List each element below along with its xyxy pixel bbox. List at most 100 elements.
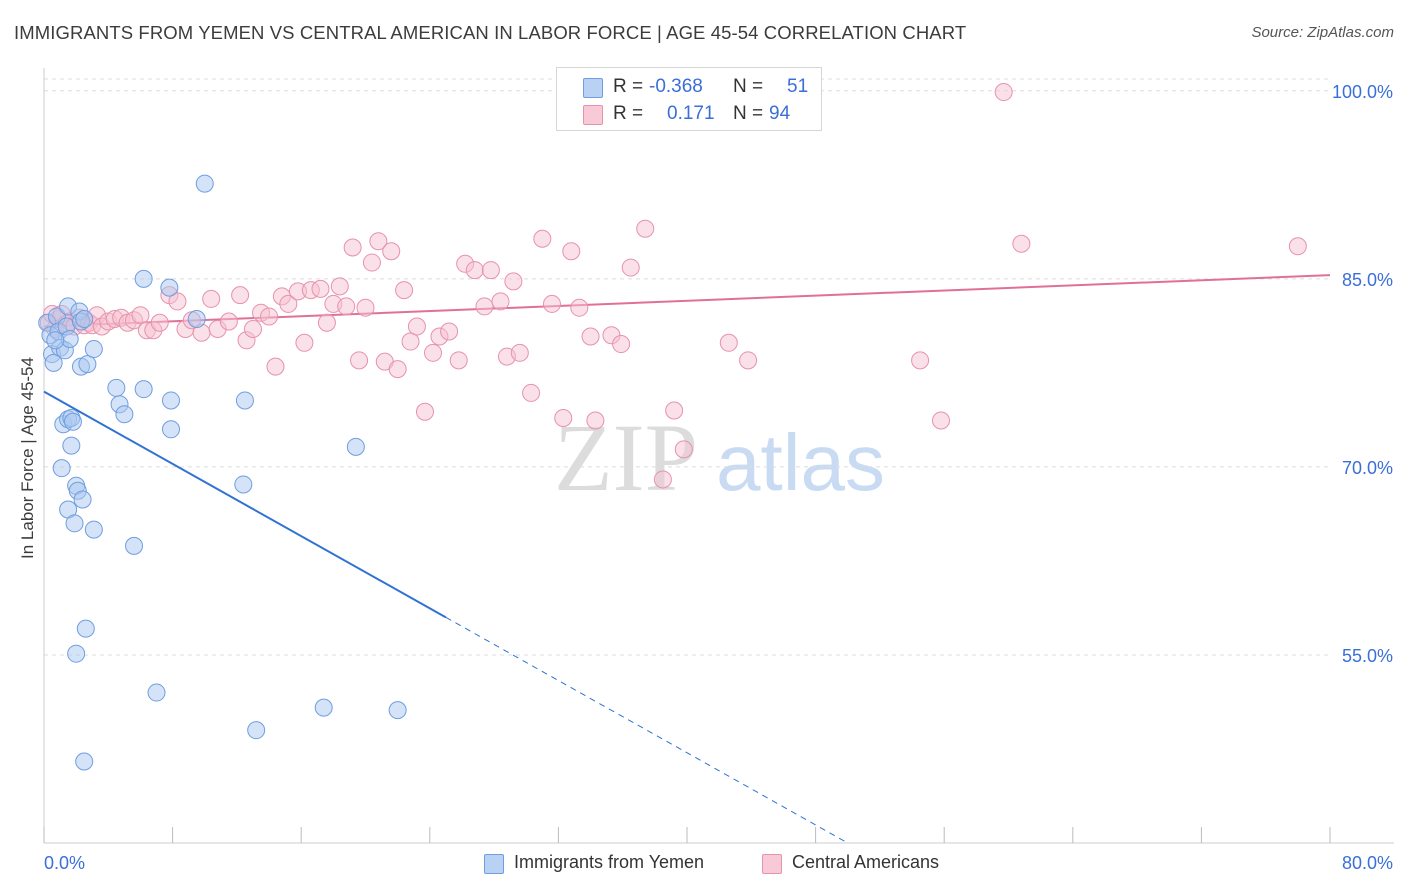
x-tick-label-min: 0.0%: [44, 853, 85, 873]
point-central-american: [440, 322, 459, 341]
point-central-american: [343, 238, 362, 257]
point-central-american: [279, 294, 298, 313]
point-central-american: [465, 261, 484, 280]
y-tick-label: 85.0%: [1342, 270, 1393, 290]
data-points: [38, 83, 1307, 771]
y-tick-labels: 55.0% 70.0% 85.0% 100.0%: [1332, 82, 1393, 666]
point-yemen: [160, 278, 179, 297]
point-central-american: [931, 411, 950, 430]
point-central-american: [407, 317, 426, 336]
stats-legend: R = -0.368 N = 51 R = 0.171 N = 94: [556, 67, 822, 131]
point-yemen: [63, 412, 82, 431]
point-central-american: [674, 440, 693, 459]
point-yemen: [52, 459, 71, 478]
legend-n-value: 51: [787, 76, 809, 97]
point-central-american: [337, 297, 356, 316]
point-central-american: [260, 307, 279, 326]
watermark: ZIP atlas: [554, 404, 885, 511]
point-central-american: [911, 351, 930, 370]
point-central-american: [586, 411, 605, 430]
legend-r-label: R =: [613, 103, 644, 124]
point-central-american: [150, 313, 169, 332]
point-yemen: [67, 644, 86, 663]
grid: [44, 78, 1330, 656]
point-yemen: [84, 520, 103, 539]
point-central-american: [719, 333, 738, 352]
y-tick-label: 55.0%: [1342, 646, 1393, 666]
point-yemen: [65, 514, 84, 533]
point-central-american: [522, 383, 541, 402]
point-yemen: [161, 391, 180, 410]
legend-n-label: N =: [733, 103, 764, 124]
point-central-american: [243, 320, 262, 338]
point-central-american: [562, 242, 581, 261]
point-central-american: [636, 219, 655, 238]
legend-r-value: -0.368: [649, 76, 703, 97]
trendline-yemen-extension: [445, 616, 848, 844]
point-central-american: [219, 312, 238, 331]
y-tick-label: 70.0%: [1342, 458, 1393, 478]
point-central-american: [231, 286, 250, 305]
x-tick-labels: 0.0% 80.0%: [44, 853, 1393, 873]
point-central-american: [621, 258, 640, 277]
point-central-american: [533, 229, 552, 248]
point-central-american: [612, 335, 631, 354]
point-central-american: [542, 294, 561, 313]
legend-swatch-pink: [583, 105, 603, 125]
point-central-american: [665, 401, 684, 420]
point-central-american: [504, 272, 523, 291]
point-yemen: [115, 405, 134, 424]
point-central-american: [202, 289, 221, 308]
legend-r-label: R =: [613, 76, 644, 97]
point-central-american: [475, 297, 494, 316]
point-yemen: [46, 331, 65, 350]
point-yemen: [125, 536, 144, 555]
point-central-american: [362, 253, 381, 272]
legend-r-value: 0.171: [667, 103, 715, 124]
point-central-american: [369, 232, 388, 251]
point-yemen: [147, 683, 166, 702]
chart-title: IMMIGRANTS FROM YEMEN VS CENTRAL AMERICA…: [14, 22, 967, 43]
point-yemen: [73, 490, 92, 509]
point-central-american: [356, 298, 375, 317]
point-central-american: [424, 343, 443, 362]
point-yemen: [195, 174, 214, 193]
point-central-american: [581, 327, 600, 346]
point-yemen: [134, 380, 153, 399]
point-central-american: [350, 351, 369, 370]
point-central-american: [570, 298, 589, 317]
point-central-american: [330, 277, 349, 296]
point-yemen: [62, 436, 81, 455]
point-yemen: [84, 340, 103, 359]
point-central-american: [317, 313, 336, 332]
trendline-yemen: [43, 390, 447, 619]
point-yemen: [75, 309, 94, 328]
point-central-american: [739, 351, 758, 370]
point-yemen: [78, 355, 97, 374]
point-yemen: [234, 475, 253, 494]
point-yemen: [346, 437, 365, 456]
point-yemen: [187, 309, 206, 328]
point-yemen: [107, 378, 126, 397]
point-yemen: [388, 701, 407, 720]
point-central-american: [994, 83, 1013, 102]
bottom-legend-swatch-blue: [484, 854, 504, 874]
watermark-atlas: atlas: [716, 418, 885, 507]
point-yemen: [247, 721, 266, 740]
point-central-american: [395, 281, 414, 300]
legend-n-label: N =: [733, 76, 764, 97]
point-central-american: [481, 261, 500, 280]
x-tick-label-max: 80.0%: [1342, 853, 1393, 873]
legend-n-value: 94: [769, 103, 791, 124]
bottom-legend-label: Central Americans: [792, 852, 940, 872]
point-yemen: [235, 391, 254, 410]
point-central-american: [266, 357, 285, 376]
point-yemen: [134, 269, 153, 288]
point-central-american: [1288, 237, 1307, 256]
point-central-american: [388, 360, 407, 379]
point-yemen: [75, 752, 94, 771]
point-central-american: [491, 292, 510, 311]
point-central-american: [295, 333, 314, 352]
bottom-legend-label: Immigrants from Yemen: [514, 852, 705, 872]
